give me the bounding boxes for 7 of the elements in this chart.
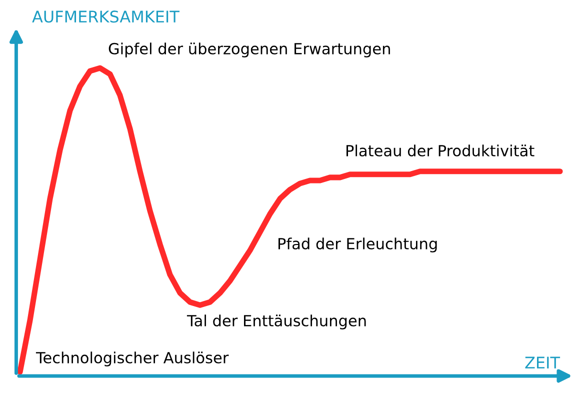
annotation: Pfad der Erleuchtung <box>278 238 437 252</box>
text: Gipfel der überzogenen Erwartungen <box>108 42 390 58</box>
annotation: Tal der Enttäuschungen <box>186 314 366 330</box>
annotation: Technologischer Auslöser <box>36 352 229 366</box>
x-axis-title: ZEIT <box>525 356 560 368</box>
y-axis-title: AUFMERKSAMKEIT <box>32 10 180 23</box>
annotation: Plateau der Produktivität <box>346 144 534 156</box>
